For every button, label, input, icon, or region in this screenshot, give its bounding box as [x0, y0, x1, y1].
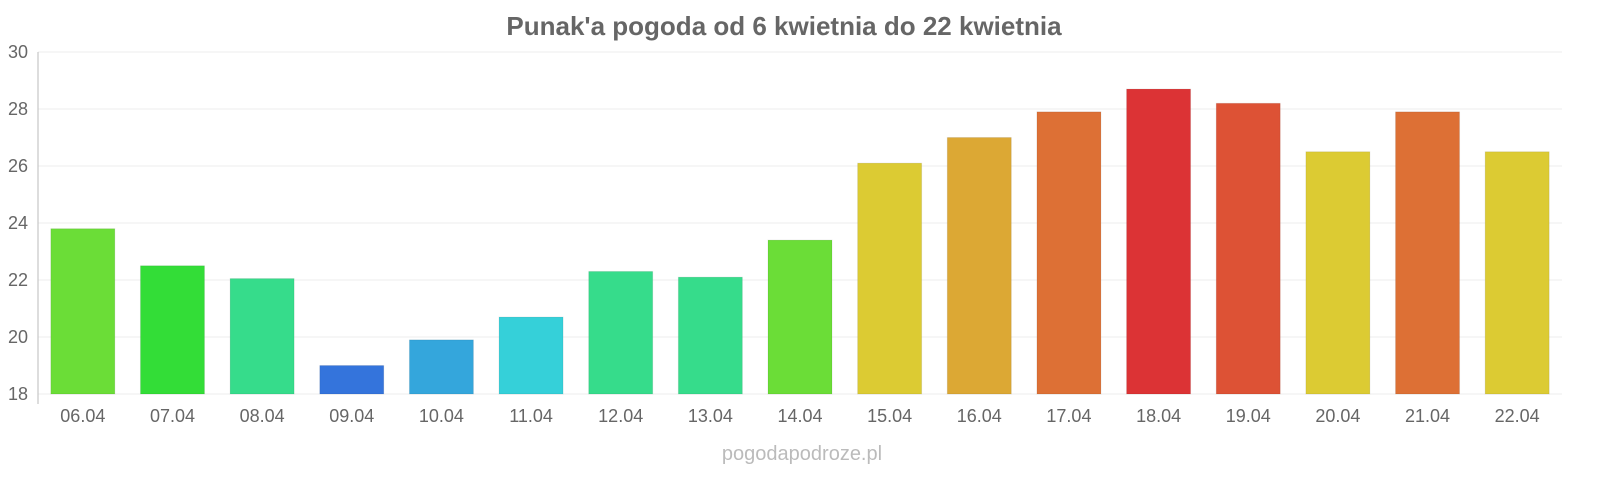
x-tick-label: 06.04: [60, 406, 105, 426]
y-tick-label: 20: [8, 327, 28, 347]
bar: [677, 276, 743, 395]
bar: [1484, 151, 1550, 395]
bar: [1215, 102, 1281, 395]
x-tick-label: 20.04: [1315, 406, 1360, 426]
bar: [498, 316, 564, 395]
bar: [946, 137, 1012, 395]
y-tick-label: 26: [8, 156, 28, 176]
x-tick-label: 07.04: [150, 406, 195, 426]
bar: [857, 162, 923, 395]
bar: [229, 278, 295, 395]
y-tick-label: 28: [8, 99, 28, 119]
x-tick-label: 09.04: [329, 406, 374, 426]
bar: [588, 270, 654, 395]
y-tick-label: 22: [8, 270, 28, 290]
chart-title: Punak'a pogoda od 6 kwietnia do 22 kwiet…: [506, 11, 1062, 41]
y-tick-label: 24: [8, 213, 28, 233]
x-tick-label: 10.04: [419, 406, 464, 426]
bar: [1036, 111, 1102, 395]
bar: [319, 365, 385, 395]
watermark: pogodapodroze.pl: [722, 443, 882, 465]
x-tick-label: 08.04: [240, 406, 285, 426]
x-tick-label: 18.04: [1136, 406, 1181, 426]
x-tick-label: 11.04: [509, 406, 553, 426]
x-tick-label: 22.04: [1495, 406, 1540, 426]
x-tick-label: 13.04: [688, 406, 733, 426]
bar: [1305, 151, 1371, 395]
x-tick-label: 12.04: [598, 406, 643, 426]
y-tick-label: 30: [8, 42, 28, 62]
bar: [1126, 88, 1192, 395]
x-tick-label: 21.04: [1405, 406, 1450, 426]
x-tick-label: 19.04: [1226, 406, 1271, 426]
x-tick-label: 16.04: [957, 406, 1002, 426]
bar: [408, 339, 474, 395]
bar: [1395, 111, 1461, 395]
x-tick-label: 14.04: [777, 406, 822, 426]
x-tick-label: 15.04: [867, 406, 912, 426]
y-tick-label: 18: [8, 384, 28, 404]
bar: [767, 239, 833, 395]
bar: [139, 265, 205, 395]
x-tick-label: 17.04: [1046, 406, 1091, 426]
bar: [50, 228, 116, 395]
